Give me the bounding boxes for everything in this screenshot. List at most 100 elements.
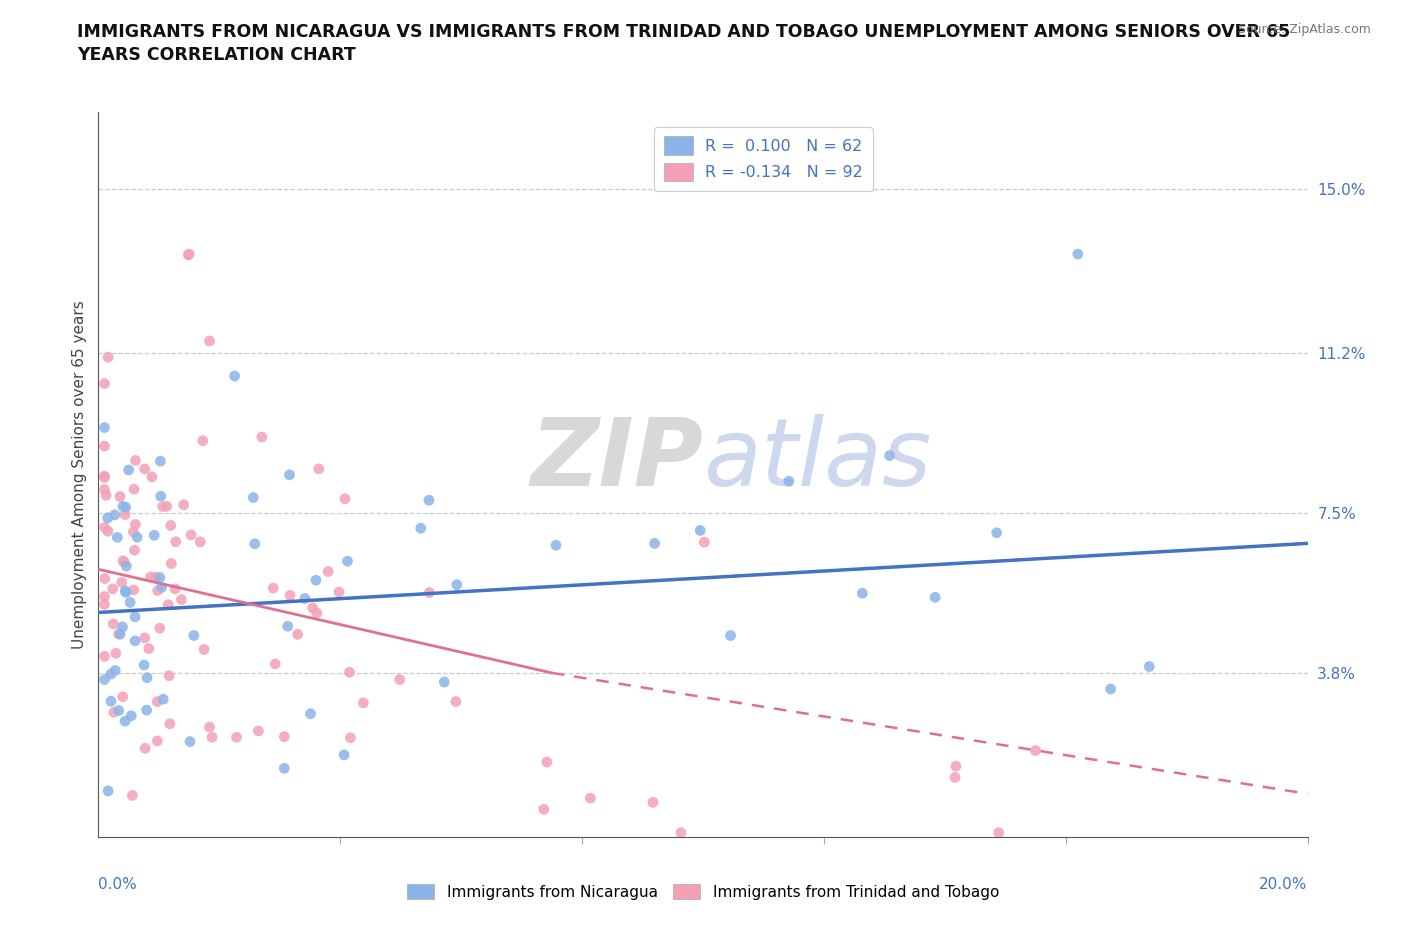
Point (177, 247, 200, 262)
Point (149, 620, 172, 635)
Point (641, 795, 664, 810)
Point (1067, 246, 1090, 261)
Point (100, 694, 122, 709)
Point (139, 569, 162, 584)
Point (114, 583, 136, 598)
Point (136, 671, 159, 685)
Point (93, 649, 115, 664)
Point (134, 741, 156, 756)
Point (103, 705, 125, 720)
Point (308, 461, 330, 476)
Point (173, 498, 195, 512)
Point (943, 770, 966, 785)
Point (149, 489, 172, 504)
Point (163, 581, 186, 596)
Text: YEARS CORRELATION CHART: YEARS CORRELATION CHART (77, 46, 356, 64)
Point (93, 571, 115, 586)
Point (201, 730, 224, 745)
Point (124, 543, 146, 558)
Point (104, 645, 127, 660)
Point (693, 535, 716, 550)
Point (104, 508, 127, 523)
Point (179, 734, 201, 749)
Point (118, 462, 141, 477)
Point (121, 788, 143, 803)
Point (278, 468, 301, 483)
Point (93, 439, 115, 454)
Point (352, 696, 374, 711)
Point (159, 518, 181, 533)
Point (165, 535, 187, 550)
Point (533, 802, 555, 817)
Point (301, 601, 323, 616)
Point (107, 627, 129, 642)
Text: Source: ZipAtlas.com: Source: ZipAtlas.com (1237, 23, 1371, 36)
Point (93, 420, 115, 435)
Point (243, 537, 266, 551)
Point (180, 527, 202, 542)
Point (1024, 743, 1046, 758)
Point (305, 573, 328, 588)
Point (987, 825, 1010, 840)
Point (97, 524, 120, 538)
Point (336, 553, 359, 568)
Point (146, 734, 169, 749)
Text: 0.0%: 0.0% (98, 877, 138, 892)
Point (111, 689, 134, 704)
Point (170, 592, 193, 607)
Text: ZIP: ZIP (530, 414, 703, 506)
Point (122, 482, 145, 497)
Point (93, 469, 115, 484)
Point (924, 590, 946, 604)
Point (160, 556, 183, 571)
Point (305, 605, 328, 620)
Point (544, 538, 567, 552)
Point (93, 597, 115, 612)
Point (100, 667, 122, 682)
Point (143, 528, 166, 543)
Point (273, 729, 295, 744)
Point (145, 570, 167, 585)
Point (278, 588, 301, 603)
Point (1099, 682, 1122, 697)
Point (418, 493, 440, 508)
Point (879, 448, 901, 463)
Point (277, 618, 299, 633)
Point (159, 716, 181, 731)
Point (127, 530, 149, 545)
Point (108, 489, 131, 504)
Point (433, 674, 456, 689)
Point (101, 581, 124, 596)
Point (122, 582, 145, 597)
Text: 20.0%: 20.0% (1260, 877, 1308, 892)
Point (97, 350, 120, 365)
Point (409, 521, 432, 536)
Y-axis label: Unemployment Among Seniors over 65 years: Unemployment Among Seniors over 65 years (72, 300, 87, 649)
Point (141, 470, 163, 485)
Point (111, 575, 134, 590)
Point (418, 585, 440, 600)
Legend: R =  0.100   N = 62, R = -0.134   N = 92: R = 0.100 N = 62, R = -0.134 N = 92 (654, 126, 873, 191)
Point (287, 627, 309, 642)
Point (104, 663, 127, 678)
Point (120, 595, 142, 610)
Point (1137, 659, 1160, 674)
Point (135, 703, 157, 718)
Point (198, 720, 221, 735)
Point (114, 713, 136, 728)
Point (388, 672, 411, 687)
Point (150, 580, 173, 595)
Point (778, 473, 800, 488)
Point (183, 628, 205, 643)
Point (157, 668, 180, 683)
Point (122, 525, 145, 539)
Point (93, 589, 115, 604)
Point (188, 535, 211, 550)
Point (242, 490, 264, 505)
Point (124, 517, 146, 532)
Point (111, 499, 134, 514)
Point (134, 461, 156, 476)
Point (114, 507, 136, 522)
Point (644, 536, 666, 551)
Point (124, 633, 146, 648)
